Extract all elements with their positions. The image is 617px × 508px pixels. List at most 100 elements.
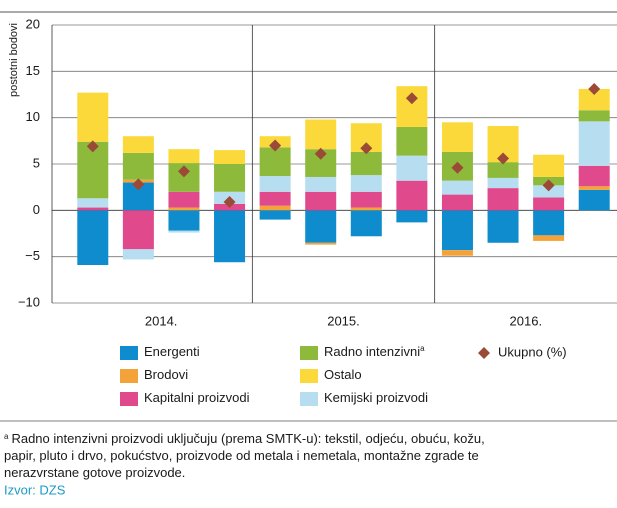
legend-label: Brodovi: [144, 367, 188, 382]
bar-segment: [214, 210, 246, 263]
bar-segment: [259, 176, 291, 192]
x-group-label: 2014.: [145, 313, 178, 328]
legend-label: Ukupno (%): [498, 344, 567, 359]
y-tick-label: 10: [26, 109, 40, 124]
legend-swatch: [120, 392, 138, 406]
footnote-mark: a: [4, 432, 9, 441]
source: Izvor: DZS: [4, 482, 66, 497]
legend-footnote-mark: a: [420, 344, 425, 353]
bar-segment: [259, 191, 291, 206]
bar-segment: [77, 207, 109, 211]
footnote-text: Radno intenzivni proizvodi uključuju (pr…: [11, 431, 484, 446]
bar-segment: [305, 242, 337, 245]
footnote-text: papir, pluto i drvo, pokućstvo, proizvod…: [4, 448, 479, 463]
bar-segment: [396, 155, 428, 181]
bar-segment: [305, 176, 337, 192]
bar-segment: [77, 198, 109, 208]
y-tick-label: 5: [33, 155, 40, 170]
total-marker: [269, 139, 282, 152]
legend-label: Ostalo: [324, 367, 362, 382]
bar-segment: [487, 210, 519, 243]
bar-segment: [259, 210, 291, 220]
y-tick-label: −10: [18, 294, 40, 309]
total-marker: [588, 82, 601, 95]
bar-segment: [168, 210, 200, 231]
total-marker: [542, 179, 555, 192]
legend-marker: [478, 347, 490, 359]
legend-swatch: [300, 369, 318, 383]
bar-segment: [441, 250, 473, 256]
bar-segment: [350, 207, 382, 211]
bar-segment: [441, 122, 473, 152]
bar-segment: [441, 180, 473, 195]
bar-segment: [305, 191, 337, 211]
bar-segment: [350, 175, 382, 192]
bar-segment: [350, 210, 382, 237]
bar-segment: [168, 230, 200, 233]
bar-segment: [122, 249, 154, 260]
footnote-line: nerazvrstane gotove proizvode.: [4, 465, 185, 480]
bar-segment: [578, 186, 610, 190]
legend-name: Kapitalni proizvodi: [144, 390, 250, 405]
bar-segment: [533, 235, 565, 241]
bar-segment: [305, 210, 337, 243]
total-marker: [497, 152, 510, 165]
bar-segment: [487, 162, 519, 178]
legend-label: Energenti: [144, 344, 200, 359]
bar-segment: [487, 188, 519, 211]
x-group-label: 2015.: [327, 313, 360, 328]
bar-segment: [578, 165, 610, 187]
bar-segment: [396, 126, 428, 156]
bar-segment: [350, 191, 382, 208]
footnote-text: nerazvrstane gotove proizvode.: [4, 465, 185, 480]
total-marker: [451, 161, 464, 174]
legend-name: Radno intenzivni: [324, 344, 420, 359]
legend-swatch: [120, 346, 138, 360]
bar-segment: [350, 151, 382, 176]
bar-segment: [396, 180, 428, 211]
legend-name: Brodovi: [144, 367, 188, 382]
y-axis-title: postotni bodovi: [8, 23, 20, 97]
bar-segment: [77, 92, 109, 142]
bar-segment: [533, 210, 565, 236]
legend-swatch: [120, 369, 138, 383]
bar-segment: [396, 210, 428, 223]
bar-segment: [578, 88, 610, 111]
bar-segment: [122, 210, 154, 250]
bar-segment: [122, 152, 154, 180]
bar-segment: [259, 147, 291, 177]
bar-segment: [214, 150, 246, 164]
legend-swatch: [300, 346, 318, 360]
bar-segment: [441, 210, 473, 251]
legend-label: Kemijski proizvodi: [324, 390, 428, 405]
bar-segment: [533, 197, 565, 211]
bar-segment: [578, 121, 610, 166]
legend-swatch: [300, 392, 318, 406]
bar-segment: [168, 191, 200, 208]
total-marker: [405, 92, 418, 105]
total-marker: [223, 195, 236, 208]
footnote-line: a Radno intenzivni proizvodi uključuju (p…: [4, 431, 485, 446]
x-group-label: 2016.: [510, 313, 543, 328]
bar-segment: [77, 210, 109, 266]
bar-segment: [168, 207, 200, 211]
bar-segment: [533, 154, 565, 177]
total-marker: [132, 178, 145, 191]
bar-segment: [487, 177, 519, 189]
total-marker: [314, 147, 327, 160]
legend-label: Kapitalni proizvodi: [144, 390, 250, 405]
y-tick-label: 0: [33, 202, 40, 217]
total-marker: [86, 140, 99, 153]
bar-segment: [578, 189, 610, 211]
y-tick-label: −5: [25, 248, 40, 263]
bar-segment: [441, 194, 473, 211]
total-marker: [360, 142, 373, 155]
bar-segment: [168, 149, 200, 164]
bar-segment: [533, 185, 565, 198]
legend-label: Radno intenzivnia: [324, 344, 425, 359]
footnote-line: papir, pluto i drvo, pokućstvo, proizvod…: [4, 448, 479, 463]
bar-segment: [578, 110, 610, 122]
bar-segment: [214, 164, 246, 192]
y-tick-label: 20: [26, 16, 40, 31]
